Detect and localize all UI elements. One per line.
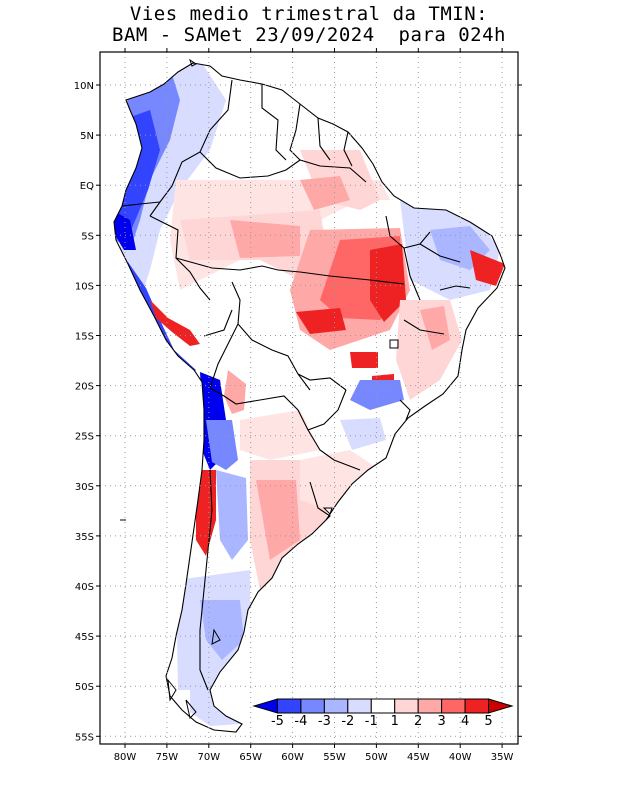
lat-label: 30S — [75, 482, 94, 493]
colorbar-box — [300, 698, 325, 714]
colorbar-label: 3 — [437, 714, 445, 729]
colorbar-label: 5 — [484, 714, 492, 729]
colorbar-box — [394, 698, 419, 714]
colorbar-box — [276, 698, 302, 714]
longitude-labels: 80W 75W 70W 65W 60W 55W 50W 45W 40W 35W — [114, 752, 514, 763]
lat-label: 5N — [80, 131, 94, 142]
lon-label: 55W — [323, 752, 346, 763]
lat-label: 35S — [75, 532, 94, 543]
colorbar-label: -2 — [341, 714, 354, 729]
lat-label: 20S — [75, 382, 94, 393]
colorbar-box — [464, 698, 490, 714]
map-title-line-1: Vies medio trimestral da TMIN: — [129, 3, 489, 25]
colorbar-label: 4 — [461, 714, 469, 729]
colorbar-label: 2 — [414, 714, 422, 729]
lon-label: 75W — [156, 752, 179, 763]
map-gridlines — [100, 52, 518, 744]
colorbar-label: -1 — [365, 714, 378, 729]
map-title: Vies medio trimestral da TMIN: BAM - SAM… — [0, 4, 618, 46]
lon-label: 65W — [239, 752, 262, 763]
colorbar-box — [370, 698, 396, 714]
colorbar-box — [417, 698, 443, 714]
lat-label: 10S — [75, 281, 94, 292]
colorbar: -5 -4 -3 -2 -1 1 2 3 4 5 — [252, 698, 514, 729]
lat-label: 55S — [75, 732, 94, 743]
lon-label: 40W — [449, 752, 472, 763]
map-title-line-2: BAM - SAMet 23/09/2024 para 024h — [112, 24, 506, 46]
colorbar-box — [441, 698, 466, 714]
lon-label: 70W — [197, 752, 220, 763]
lon-label: 45W — [407, 752, 430, 763]
colorbar-label: -4 — [294, 714, 307, 729]
map-plot-area — [100, 52, 518, 744]
lat-label: 50S — [75, 682, 94, 693]
colorbar-arrow-high — [488, 698, 514, 714]
colorbar-box — [347, 698, 372, 714]
lat-label: 15S — [75, 332, 94, 343]
lat-label: 45S — [75, 632, 94, 643]
lat-label: 40S — [75, 582, 94, 593]
colorbar-label: -3 — [318, 714, 331, 729]
lat-label: EQ — [80, 181, 94, 192]
lon-label: 50W — [365, 752, 388, 763]
country-borders — [113, 62, 506, 733]
map-frame — [99, 51, 519, 745]
lakes-and-islands — [120, 58, 399, 719]
axis-ticks — [96, 48, 522, 748]
colorbar-box — [323, 698, 349, 714]
lat-label: 5S — [81, 231, 94, 242]
latitude-labels: 10N 5N EQ 5S 10S 15S 20S 25S 30S 35S 40S 45S 50S 55S — [74, 81, 94, 743]
lon-label: 60W — [281, 752, 304, 763]
lat-label: 25S — [75, 432, 94, 443]
lat-label: 10N — [74, 81, 94, 92]
lon-label: 35W — [491, 752, 514, 763]
colorbar-label: 1 — [391, 714, 399, 729]
lon-label: 80W — [114, 752, 137, 763]
colorbar-label: -5 — [271, 714, 284, 729]
